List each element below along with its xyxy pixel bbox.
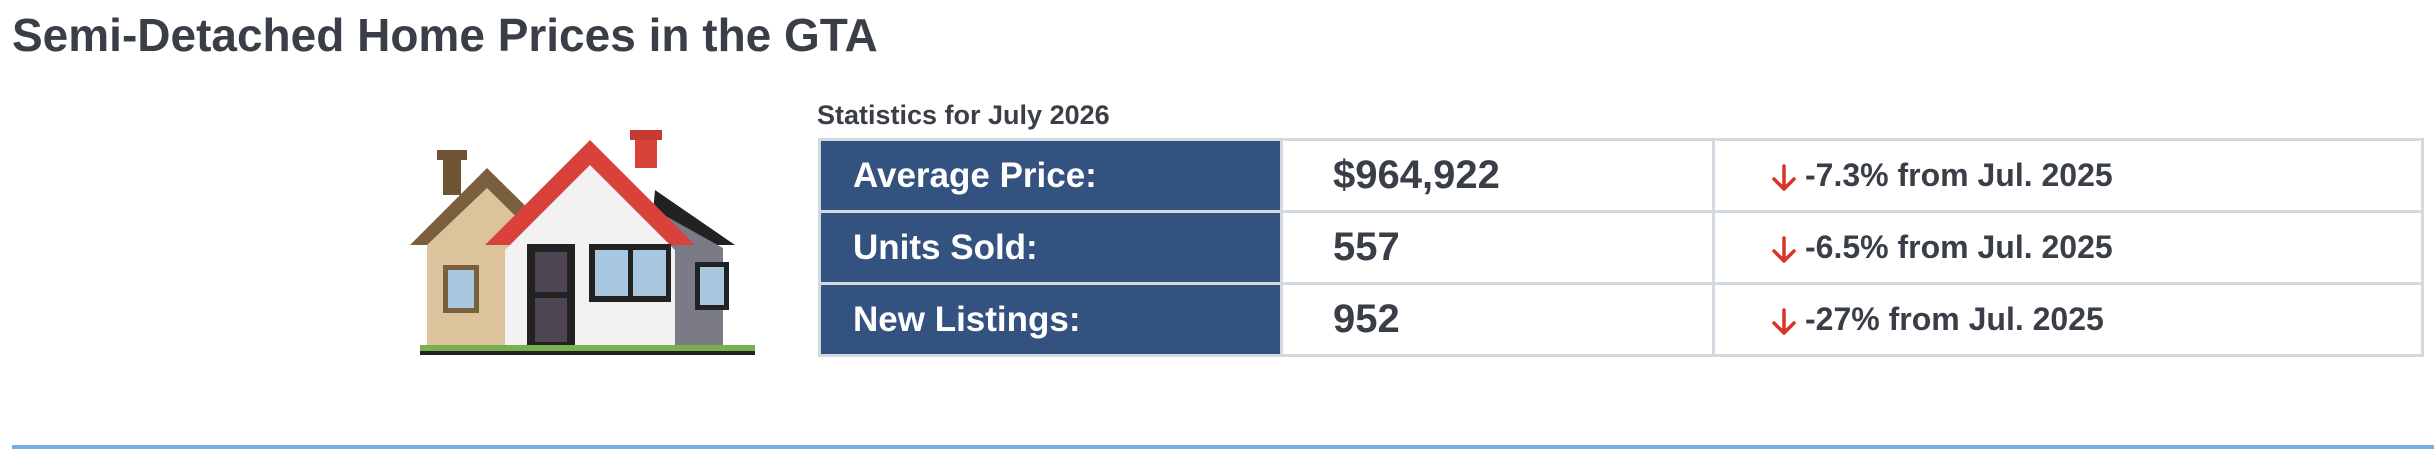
metric-label-cell: Units Sold: xyxy=(818,210,1283,285)
table-caption: Statistics for July 2026 xyxy=(817,100,1110,130)
down-arrow-icon xyxy=(1772,235,1796,263)
down-arrow-icon xyxy=(1772,307,1796,335)
metric-value-cell: 557 xyxy=(1280,210,1715,285)
metric-change: -6.5% from Jul. 2025 xyxy=(1805,229,2113,265)
metric-value: 952 xyxy=(1333,297,1400,341)
metric-value: 557 xyxy=(1333,225,1400,269)
metric-label-cell: Average Price: xyxy=(818,138,1283,213)
metric-value: $964,922 xyxy=(1333,153,1500,197)
metric-label: Average Price: xyxy=(853,155,1097,195)
stats-table: Average Price: $964,922 -7.3% from Jul. 20… xyxy=(818,138,2424,357)
metric-change: -7.3% from Jul. 2025 xyxy=(1805,157,2113,193)
metric-value-cell: $964,922 xyxy=(1280,138,1715,213)
stats-row: Average Price: $964,922 -7.3% from Jul. 20… xyxy=(818,138,2424,213)
metric-change: -27% from Jul. 2025 xyxy=(1805,301,2104,337)
metric-label: New Listings: xyxy=(853,299,1081,339)
metric-label: Units Sold: xyxy=(853,227,1038,267)
metric-change-cell: -27% from Jul. 2025 xyxy=(1712,282,2424,357)
metric-value-cell: 952 xyxy=(1280,282,1715,357)
down-arrow-icon xyxy=(1772,163,1796,191)
divider xyxy=(12,445,2434,449)
house-illustration xyxy=(410,130,755,355)
stats-body: Average Price: $964,922 -7.3% from Jul. 20… xyxy=(818,138,2424,357)
stats-row: Units Sold: 557 -6.5% from Jul. 2025 xyxy=(818,210,2424,285)
page-title: Semi-Detached Home Prices in the GTA xyxy=(12,9,878,61)
stats-row: New Listings: 952 -27% from Jul. 2025 xyxy=(818,282,2424,357)
metric-change-cell: -7.3% from Jul. 2025 xyxy=(1712,138,2424,213)
metric-label-cell: New Listings: xyxy=(818,282,1283,357)
metric-change-cell: -6.5% from Jul. 2025 xyxy=(1712,210,2424,285)
